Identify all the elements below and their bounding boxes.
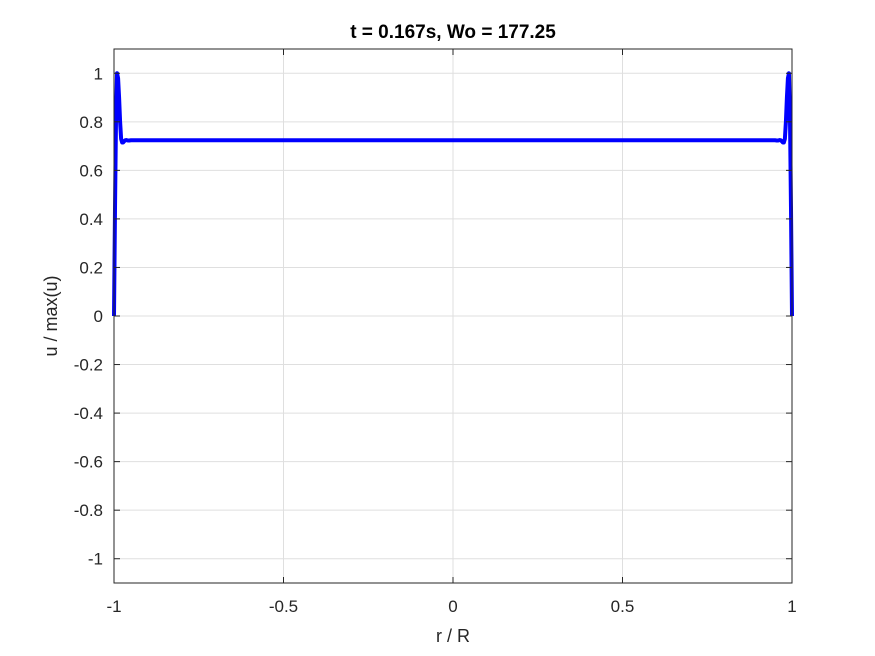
y-tick-label: -0.2 [74, 356, 103, 375]
series-layer [112, 71, 794, 317]
y-tick-label: -0.8 [74, 501, 103, 520]
x-tick-label: -1 [106, 597, 121, 616]
y-tick-labels: -1 -0.8 -0.6 -0.4 -0.2 0 0.2 0.4 0.6 0.8 1 [74, 64, 103, 568]
x-tick-label: 1 [787, 597, 796, 616]
x-tick-label: -0.5 [269, 597, 298, 616]
series-line [112, 71, 794, 317]
tick-marks [113, 49, 793, 583]
x-tick-labels: -1 -0.5 0 0.5 1 [106, 597, 796, 616]
y-tick-label: 0 [94, 307, 103, 326]
x-tick-label: 0.5 [611, 597, 635, 616]
y-tick-label: -0.6 [74, 453, 103, 472]
y-tick-label: -1 [88, 550, 103, 569]
y-tick-label: 0.6 [79, 161, 103, 180]
y-tick-label: 1 [94, 64, 103, 83]
x-tick-label: 0 [448, 597, 457, 616]
y-tick-label: 0.2 [79, 258, 103, 277]
y-axis-label: u / max(u) [41, 275, 61, 356]
chart-title: t = 0.167s, Wo = 177.25 [350, 22, 556, 43]
y-tick-label: 0.4 [79, 210, 103, 229]
y-tick-label: -0.4 [74, 404, 103, 423]
x-axis-label: r / R [436, 626, 470, 646]
y-tick-label: 0.8 [79, 113, 103, 132]
